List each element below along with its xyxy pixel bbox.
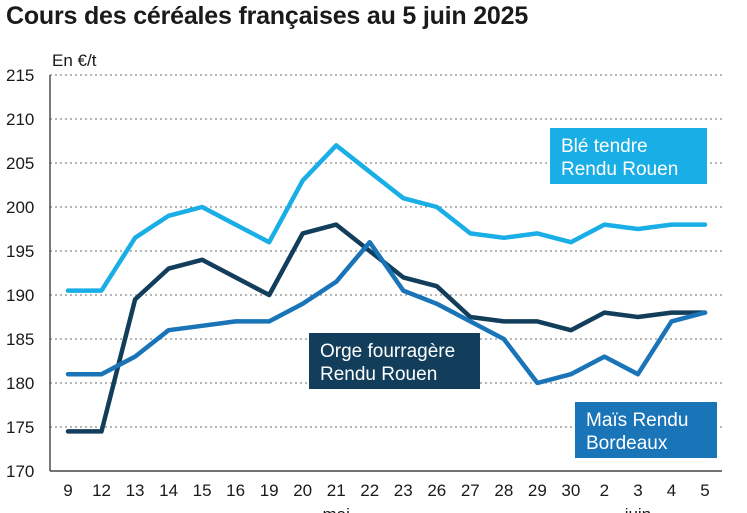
- x-tick-label: 21: [327, 481, 346, 500]
- series-line-0: [65, 143, 708, 293]
- series-label-box-1: [309, 333, 480, 389]
- x-tick-label: 29: [528, 481, 547, 500]
- y-tick-label: 210: [6, 110, 34, 129]
- x-tick-label: 26: [427, 481, 446, 500]
- y-tick-label: 175: [6, 418, 34, 437]
- y-axis-label: En €/t: [52, 51, 97, 70]
- month-label: mai: [323, 505, 350, 513]
- x-tick-label: 13: [126, 481, 145, 500]
- x-tick-label: 12: [92, 481, 111, 500]
- x-tick-label: 2: [600, 481, 609, 500]
- series-label-text: Rendu Rouen: [320, 364, 437, 385]
- x-tick-label: 15: [193, 481, 212, 500]
- y-tick-label: 205: [6, 154, 34, 173]
- x-tick-label: 23: [394, 481, 413, 500]
- x-tick-label: 20: [293, 481, 312, 500]
- x-tick-label: 19: [260, 481, 279, 500]
- y-tick-label: 180: [6, 374, 34, 393]
- x-tick-label: 14: [159, 481, 178, 500]
- x-tick-label: 28: [494, 481, 513, 500]
- y-tick-label: 170: [6, 462, 34, 481]
- x-axis-ticks: 9 12 13 14 15 16 19 20 21 22 23 26 27 28 29 30 2 3 4 5: [63, 481, 709, 500]
- x-tick-label: 4: [667, 481, 676, 500]
- series-label-text: Bordeaux: [586, 433, 668, 454]
- x-tick-label: 27: [461, 481, 480, 500]
- y-axis-ticks: 170 175 180 185 190 195 200 205 210 215: [6, 66, 34, 481]
- series-label-text: Orge fourragère: [320, 341, 455, 362]
- chart-title: Cours des céréales françaises au 5 juin …: [6, 2, 529, 30]
- month-label: juin: [624, 505, 651, 513]
- y-tick-label: 200: [6, 198, 34, 217]
- series-label-text: Rendu Rouen: [561, 159, 678, 180]
- x-tick-label: 30: [561, 481, 580, 500]
- x-tick-label: 9: [63, 481, 72, 500]
- x-tick-label: 22: [360, 481, 379, 500]
- x-tick-label: 3: [633, 481, 642, 500]
- series-label-box-2: [575, 402, 717, 458]
- series-lines: [65, 143, 708, 434]
- series-label-box-0: [550, 128, 707, 184]
- y-tick-label: 215: [6, 66, 34, 85]
- series-line-1: [65, 222, 708, 434]
- series-label-text: Blé tendre: [561, 136, 648, 157]
- x-tick-label: 16: [226, 481, 245, 500]
- series-label-text: Maïs Rendu: [586, 410, 688, 431]
- y-tick-label: 190: [6, 286, 34, 305]
- month-labels: mai juin: [323, 505, 652, 513]
- x-tick-label: 5: [700, 481, 709, 500]
- y-tick-label: 185: [6, 330, 34, 349]
- y-tick-label: 195: [6, 242, 34, 261]
- series-line-2: [65, 239, 708, 386]
